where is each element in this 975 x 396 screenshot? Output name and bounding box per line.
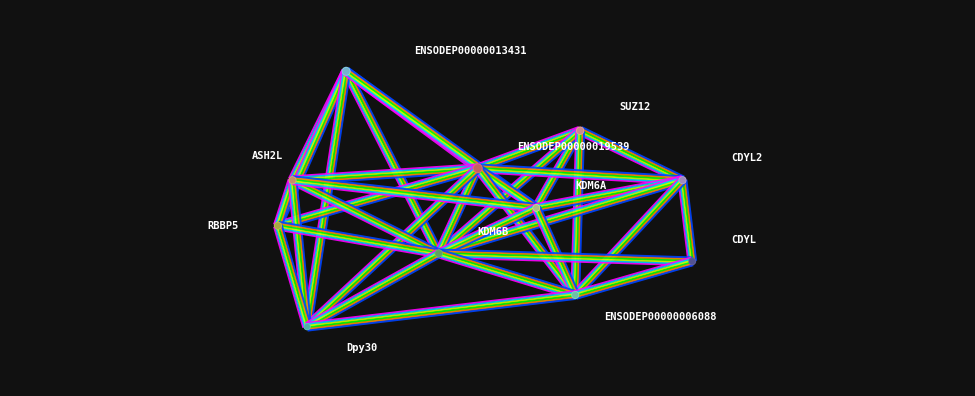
Circle shape — [689, 258, 695, 265]
Text: KDM6A: KDM6A — [575, 181, 606, 191]
Circle shape — [289, 176, 296, 184]
Circle shape — [680, 177, 685, 183]
Circle shape — [435, 249, 443, 258]
Circle shape — [303, 323, 311, 330]
Text: RBBP5: RBBP5 — [208, 221, 239, 231]
Text: KDM6B: KDM6B — [478, 227, 509, 237]
Text: SUZ12: SUZ12 — [619, 102, 650, 112]
Circle shape — [290, 177, 295, 183]
Circle shape — [571, 291, 579, 299]
Circle shape — [532, 204, 540, 212]
Circle shape — [304, 324, 310, 329]
Circle shape — [679, 176, 686, 184]
Circle shape — [341, 67, 351, 76]
Circle shape — [572, 292, 578, 298]
Text: ENSODEP00000006088: ENSODEP00000006088 — [604, 312, 717, 322]
Circle shape — [473, 163, 483, 173]
Circle shape — [436, 250, 442, 257]
Circle shape — [577, 127, 583, 134]
Text: Dpy30: Dpy30 — [346, 343, 377, 354]
Circle shape — [688, 257, 696, 265]
Circle shape — [342, 68, 350, 75]
Text: CDYL: CDYL — [731, 234, 757, 245]
Circle shape — [275, 223, 281, 229]
Circle shape — [533, 205, 539, 211]
Circle shape — [576, 126, 584, 135]
Text: ASH2L: ASH2L — [252, 151, 283, 162]
Circle shape — [274, 222, 282, 230]
Text: ENSODEP00000013431: ENSODEP00000013431 — [414, 46, 526, 57]
Text: ENSODEP00000019539: ENSODEP00000019539 — [517, 141, 629, 152]
Text: CDYL2: CDYL2 — [731, 153, 762, 164]
Circle shape — [474, 164, 482, 172]
